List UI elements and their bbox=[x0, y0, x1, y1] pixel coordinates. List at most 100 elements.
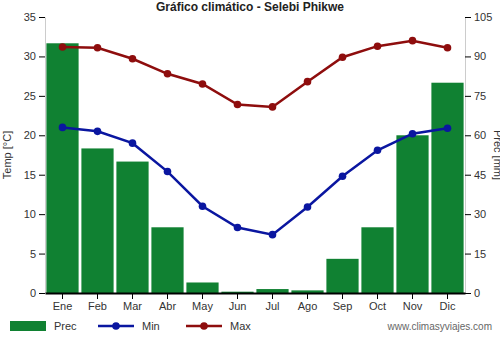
tick-label: 20 bbox=[24, 129, 36, 141]
bar bbox=[256, 289, 288, 293]
tick-label: 25 bbox=[24, 90, 36, 102]
tick: Ago bbox=[298, 293, 318, 312]
tick-mark bbox=[132, 293, 133, 299]
tick: 0 bbox=[465, 287, 480, 299]
y-axis-title: Temp [°C] bbox=[1, 131, 13, 179]
tick-mark bbox=[465, 254, 471, 255]
marker bbox=[409, 37, 417, 45]
tick-label: Ago bbox=[298, 300, 318, 312]
tick-label: 5 bbox=[30, 248, 36, 260]
tick-label: Sep bbox=[333, 300, 353, 312]
tick-mark bbox=[465, 56, 471, 57]
tick: 15 bbox=[24, 169, 45, 181]
tick: 75 bbox=[465, 90, 486, 102]
tick: 30 bbox=[24, 50, 45, 62]
bar bbox=[186, 282, 218, 293]
tick-mark bbox=[465, 214, 471, 215]
tick-label: Jul bbox=[265, 300, 279, 312]
axis-line bbox=[465, 18, 466, 294]
tick-label: Jun bbox=[229, 300, 247, 312]
axis-line bbox=[45, 18, 46, 294]
chart: 0 5 10 15 20 25 30 35 0 15 30 45 60 75 90 105 Ene Feb Mar A… bbox=[0, 0, 500, 350]
tick-mark bbox=[272, 293, 273, 299]
tick-mark bbox=[377, 293, 378, 299]
marker bbox=[199, 80, 207, 88]
y2-axis: 0 15 30 45 60 75 90 105 bbox=[465, 11, 492, 299]
marker bbox=[409, 130, 417, 138]
bar bbox=[151, 227, 183, 293]
tick-label: Oct bbox=[369, 300, 386, 312]
marker bbox=[164, 168, 172, 176]
tick-mark bbox=[39, 254, 45, 255]
tick: Dic bbox=[440, 293, 456, 312]
tick: 5 bbox=[30, 248, 45, 260]
tick-mark bbox=[465, 175, 471, 176]
bar bbox=[81, 148, 113, 293]
tick-label: 35 bbox=[24, 11, 36, 23]
tick-label: 15 bbox=[24, 169, 36, 181]
tick: 20 bbox=[24, 129, 45, 141]
tick: Jun bbox=[229, 293, 247, 312]
tick: May bbox=[192, 293, 213, 312]
tick-label: 60 bbox=[474, 129, 486, 141]
legend-swatch bbox=[10, 321, 46, 331]
marker bbox=[164, 70, 172, 78]
plot-area bbox=[46, 37, 463, 293]
tick: 45 bbox=[465, 169, 486, 181]
tick-mark bbox=[39, 175, 45, 176]
bar bbox=[396, 135, 428, 293]
title: Gráfico climático - Selebi Phikwe bbox=[156, 0, 344, 14]
tick-mark bbox=[342, 293, 343, 299]
marker bbox=[94, 128, 102, 136]
legend-label: Prec bbox=[54, 320, 77, 332]
bar bbox=[431, 83, 463, 293]
marker bbox=[444, 124, 452, 132]
tick-label: 90 bbox=[474, 50, 486, 62]
tick: 15 bbox=[465, 248, 486, 260]
tick-label: Abr bbox=[159, 300, 176, 312]
tick: Nov bbox=[403, 293, 423, 312]
marker bbox=[374, 42, 382, 50]
marker bbox=[444, 44, 452, 52]
tick-mark bbox=[167, 293, 168, 299]
tick-mark bbox=[62, 293, 63, 299]
legend-marker bbox=[200, 322, 208, 330]
axis-line bbox=[46, 293, 466, 295]
tick: 60 bbox=[465, 129, 486, 141]
legend-label: Max bbox=[230, 320, 251, 332]
legend-item: Min bbox=[98, 320, 160, 332]
tick-mark bbox=[39, 293, 45, 294]
legend: Prec Min Max bbox=[10, 320, 251, 332]
tick-mark bbox=[465, 135, 471, 136]
tick: 35 bbox=[24, 11, 45, 23]
tick: Ene bbox=[53, 293, 73, 312]
bar bbox=[116, 162, 148, 293]
tick-label: Nov bbox=[403, 300, 423, 312]
tick-mark bbox=[39, 96, 45, 97]
marker bbox=[94, 44, 102, 52]
y2-axis-title: Prec [mm] bbox=[492, 130, 500, 180]
bar bbox=[46, 43, 78, 293]
marker bbox=[59, 124, 67, 132]
tick-label: 10 bbox=[24, 208, 36, 220]
tick-label: 45 bbox=[474, 169, 486, 181]
tick: 25 bbox=[24, 90, 45, 102]
tick-label: 0 bbox=[474, 287, 480, 299]
tick: 0 bbox=[30, 287, 45, 299]
tick: 105 bbox=[465, 11, 492, 23]
tick-label: 30 bbox=[474, 208, 486, 220]
marker bbox=[129, 55, 137, 63]
tick-mark bbox=[39, 56, 45, 57]
legend-label: Min bbox=[142, 320, 160, 332]
marker bbox=[269, 231, 277, 239]
tick-label: 0 bbox=[30, 287, 36, 299]
line bbox=[63, 41, 448, 107]
tick-label: Feb bbox=[88, 300, 107, 312]
line bbox=[63, 127, 448, 234]
tick: Oct bbox=[369, 293, 386, 312]
tick-label: 30 bbox=[24, 50, 36, 62]
tick-mark bbox=[412, 293, 413, 299]
tick: 30 bbox=[465, 208, 486, 220]
y-axis: 0 5 10 15 20 25 30 35 bbox=[24, 11, 46, 299]
tick-label: Mar bbox=[123, 300, 142, 312]
